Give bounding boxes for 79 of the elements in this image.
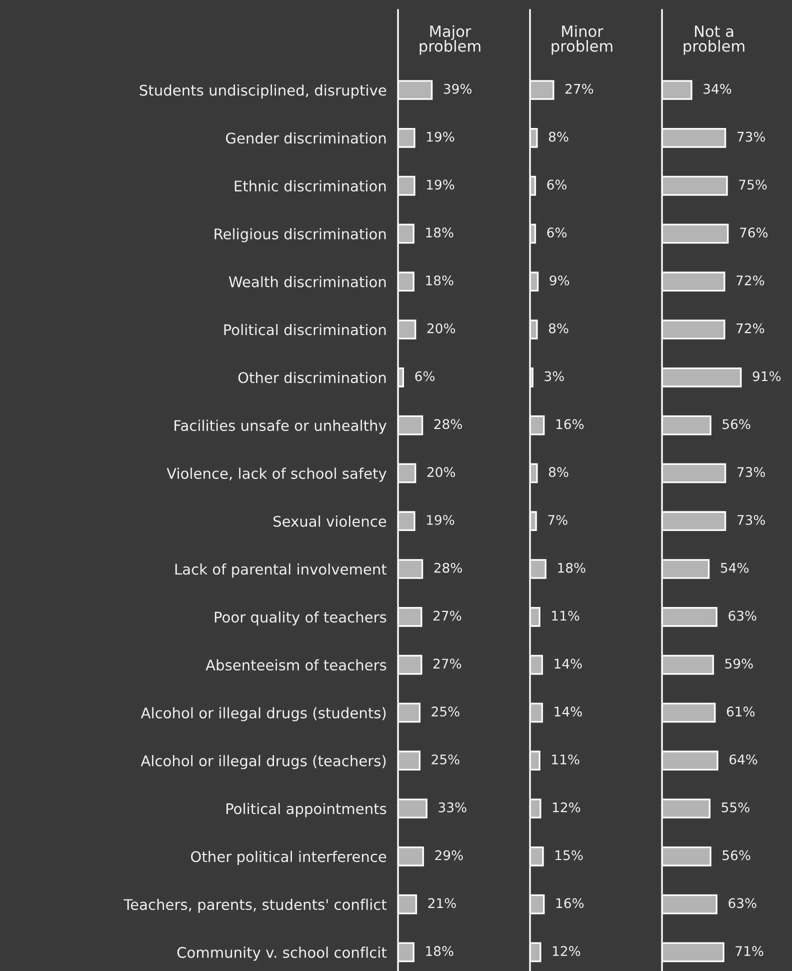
data-label: 55% [722, 802, 750, 812]
y-tick-label: Sexual violence [274, 516, 386, 527]
data-label: 20% [427, 467, 456, 478]
data-label: 8% [548, 323, 568, 334]
data-label: 18% [426, 228, 454, 238]
y-tick-label: Other discrimination [238, 372, 386, 384]
data-label: 72% [736, 275, 764, 286]
data-label: 73% [737, 132, 765, 142]
data-label: 34% [704, 84, 732, 94]
data-label: 6% [547, 180, 567, 190]
data-label: 63% [728, 610, 756, 621]
data-label: 27% [433, 658, 462, 669]
y-tick-label: Other political interference [191, 850, 386, 865]
y-tick-label: Political appointments [226, 802, 386, 818]
data-label: 20% [427, 323, 456, 334]
y-tick-label: Alcohol or illegal drugs (teachers) [140, 755, 386, 770]
data-label: 28% [434, 562, 462, 573]
data-label: 91% [752, 371, 781, 382]
data-label: 15% [556, 850, 583, 860]
data-label: 28% [434, 419, 462, 430]
data-label: 27% [565, 84, 594, 94]
y-tick-label: Violence, lack of school safety [166, 468, 386, 482]
data-label: 11% [552, 610, 580, 621]
data-label: 18% [426, 275, 454, 286]
data-label: 72% [736, 323, 764, 334]
data-label: 76% [740, 228, 768, 238]
data-label: 59% [725, 658, 753, 669]
data-label: 3% [544, 371, 564, 382]
data-label: 14% [554, 658, 582, 669]
y-tick-label: Gender discrimination [226, 132, 386, 144]
data-label: 27% [433, 610, 462, 621]
data-label: 19% [427, 180, 454, 190]
data-label: 7% [548, 514, 568, 525]
data-label: 8% [548, 132, 568, 142]
data-label: 6% [415, 371, 435, 382]
data-label: 73% [737, 467, 765, 478]
chart-title: Minor problem [552, 25, 612, 55]
data-label: 16% [556, 898, 584, 908]
chart-title: Major problem [420, 25, 480, 55]
data-label: 63% [728, 898, 756, 908]
data-label: 9% [550, 275, 570, 286]
y-tick-label: Facilities unsafe or unhealthy [174, 420, 386, 434]
data-label: 25% [432, 706, 460, 717]
y-tick-label: Students undisciplined, disruptive [140, 84, 386, 99]
data-label: 19% [427, 514, 454, 525]
data-label: 12% [552, 946, 580, 956]
y-tick-label: Teachers, parents, students' conflict [124, 898, 387, 913]
data-label: 25% [432, 754, 460, 764]
data-label: 39% [444, 84, 472, 94]
data-label: 8% [548, 467, 568, 478]
y-tick-label: Ethnic discrimination [234, 180, 386, 192]
y-tick-label: Poor quality of teachers [214, 611, 386, 626]
y-tick-label: Wealth discrimination [228, 276, 386, 288]
y-tick-label: Absenteeism of teachers [206, 659, 386, 671]
data-label: 14% [554, 706, 582, 717]
data-label: 18% [426, 946, 454, 956]
y-tick-label: Political discrimination [224, 324, 386, 336]
data-label: 18% [558, 562, 586, 573]
data-label: 75% [739, 180, 767, 190]
chart-title: Not a problem [684, 26, 744, 55]
data-label: 56% [722, 419, 750, 430]
data-label: 19% [427, 132, 454, 142]
data-label: 64% [730, 754, 758, 764]
y-tick-label: Lack of parental involvement [175, 563, 387, 578]
data-label: 29% [435, 850, 463, 860]
data-label: 11% [552, 754, 580, 764]
y-tick-label: Religious discrimination [214, 228, 386, 242]
data-label: 56% [722, 850, 750, 860]
data-label: 61% [726, 706, 755, 717]
data-label: 12% [552, 802, 580, 812]
data-label: 33% [438, 802, 466, 812]
y-tick-label: Alcohol or illegal drugs (students) [140, 707, 386, 722]
data-label: 6% [547, 228, 567, 238]
y-tick-label: Community v. school conflcit [177, 946, 387, 961]
data-label: 54% [720, 562, 749, 573]
data-label: 16% [556, 419, 584, 430]
data-label: 71% [736, 946, 764, 956]
data-label: 73% [737, 514, 765, 525]
data-label: 21% [428, 898, 456, 908]
